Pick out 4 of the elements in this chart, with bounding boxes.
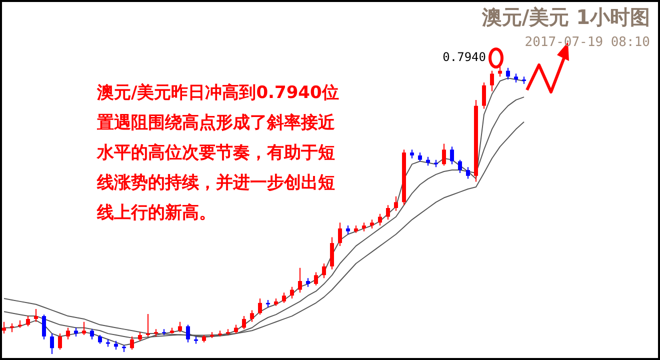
annotation: 0.7940 [442,50,486,64]
subtitle: 2017-07-19 08:10 [524,35,650,50]
title: 澳元/美元 1小时图 [482,5,650,29]
annotation: 澳元/美元昨日冲高到0.7940位置遇阻围绕高点形成了斜率接近水平的高位次要节奏，有助于短线涨势的持续，并进一步创出短线上行的新高。 [97,82,340,225]
